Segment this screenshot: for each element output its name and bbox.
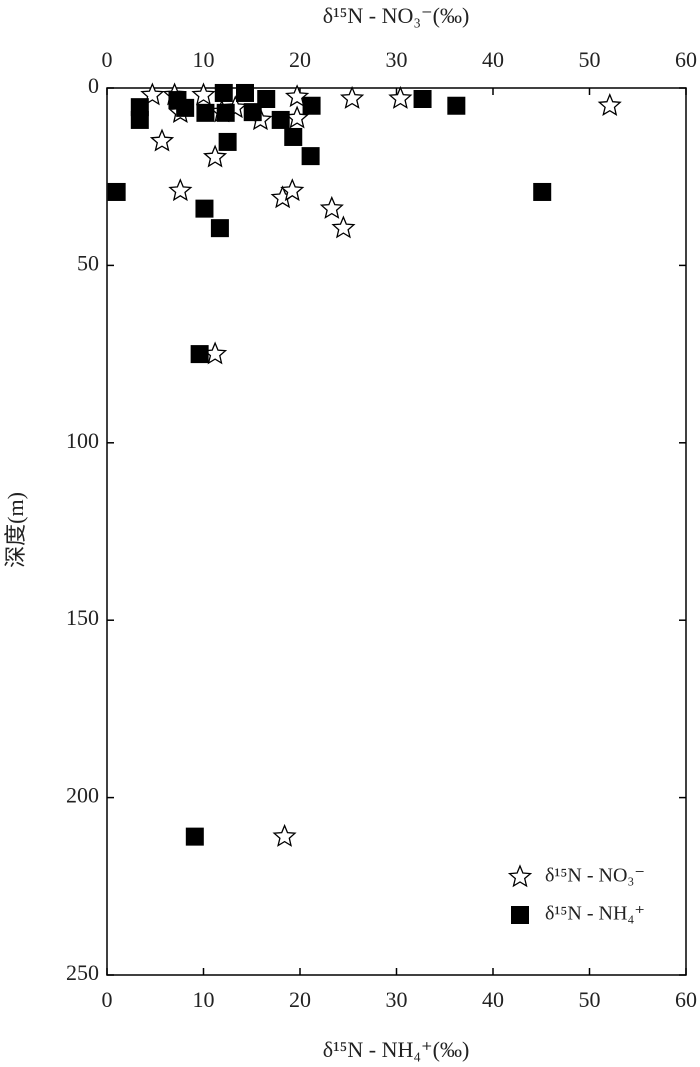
x2-tick-label: 30 <box>386 47 408 72</box>
x-tick-label: 20 <box>289 987 311 1012</box>
square-marker <box>214 83 233 102</box>
x-tick-label: 0 <box>102 987 113 1012</box>
square-marker <box>301 147 320 166</box>
star-marker <box>331 215 356 239</box>
x-tick-label: 10 <box>193 987 215 1012</box>
square-marker <box>216 103 235 122</box>
square-marker <box>195 199 214 218</box>
legend-marker <box>511 906 529 924</box>
x2-tick-label: 0 <box>102 47 113 72</box>
square-marker <box>302 96 321 115</box>
star-marker <box>319 195 344 219</box>
star-marker <box>168 178 193 202</box>
square-marker <box>107 182 126 201</box>
star-marker <box>149 128 175 152</box>
square-marker <box>257 89 276 108</box>
x2-axis-label: δ¹⁵N - NO₃⁻(‰) <box>323 3 470 28</box>
square-marker <box>130 110 149 129</box>
x2-tick-label: 20 <box>289 47 311 72</box>
legend-label: δ¹⁵N - NH₄⁺ <box>545 903 645 925</box>
square-marker <box>284 127 303 146</box>
x2-tick-label: 40 <box>482 47 504 72</box>
y-tick-label: 100 <box>66 428 99 453</box>
square-marker <box>243 103 262 122</box>
star-marker <box>280 178 305 202</box>
square-marker <box>176 98 195 117</box>
x-tick-label: 40 <box>482 987 504 1012</box>
y-axis-label: 深度(m) <box>3 492 28 568</box>
y-tick-label: 150 <box>66 605 99 630</box>
star-marker <box>388 85 413 109</box>
x-tick-label: 30 <box>386 987 408 1012</box>
square-marker <box>235 83 254 102</box>
y-tick-label: 250 <box>66 960 99 985</box>
y-tick-label: 200 <box>66 783 99 808</box>
square-marker <box>196 103 215 122</box>
square-marker <box>218 132 237 151</box>
y-tick-label: 50 <box>77 250 99 275</box>
legend-label: δ¹⁵N - NO₃⁻ <box>545 865 645 887</box>
star-marker <box>202 144 228 168</box>
x-tick-label: 50 <box>579 987 601 1012</box>
x2-tick-label: 60 <box>675 47 697 72</box>
legend-marker <box>507 864 533 888</box>
square-marker <box>185 827 204 846</box>
x2-tick-label: 10 <box>193 47 215 72</box>
square-marker <box>271 110 290 129</box>
square-marker <box>413 89 432 108</box>
star-marker <box>191 82 216 106</box>
square-marker <box>190 345 209 364</box>
square-marker <box>210 219 229 238</box>
x-axis-label: δ¹⁵N - NH₄⁺(‰) <box>323 1037 470 1062</box>
star-marker <box>597 93 622 116</box>
square-marker <box>447 96 466 115</box>
star-marker <box>339 85 365 109</box>
x2-tick-label: 50 <box>579 47 601 72</box>
square-marker <box>533 182 552 201</box>
star-marker <box>284 84 310 108</box>
x-tick-label: 60 <box>675 987 697 1012</box>
y-tick-label: 0 <box>88 73 99 98</box>
star-marker <box>272 823 297 847</box>
